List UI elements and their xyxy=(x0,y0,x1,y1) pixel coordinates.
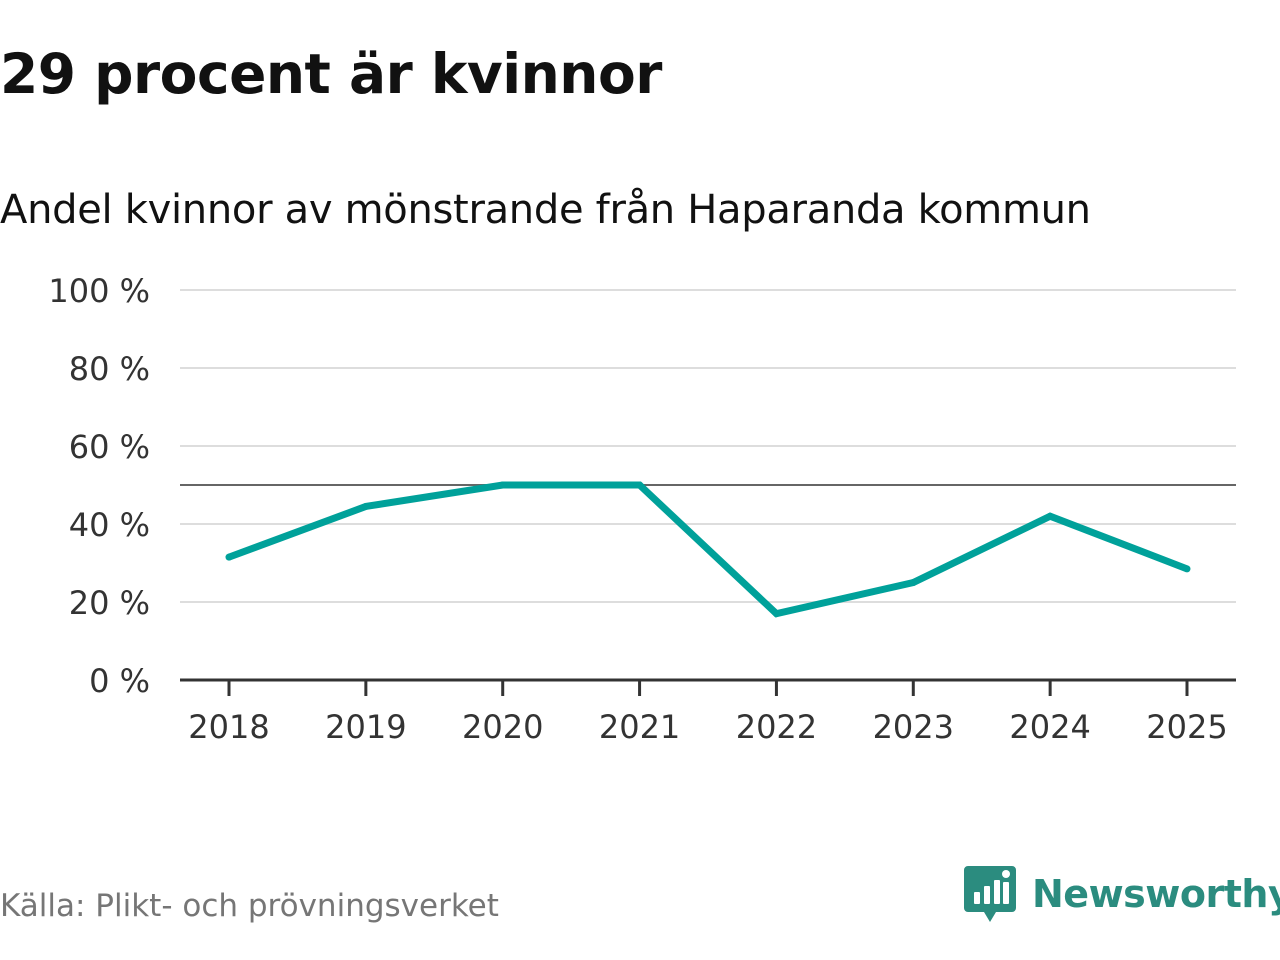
x-axis-labels: 2018 2019 2020 2021 2022 2023 2024 2025 xyxy=(188,708,1227,746)
data-point xyxy=(225,553,233,561)
series-group xyxy=(225,481,1191,618)
brand-name: Newsworthy xyxy=(1032,872,1280,916)
data-point xyxy=(1046,512,1054,520)
x-tick-label: 2018 xyxy=(188,708,269,746)
x-tick-label: 2025 xyxy=(1146,708,1227,746)
newsworthy-logo-icon xyxy=(964,866,1016,922)
y-tick-label: 0 % xyxy=(89,662,150,700)
brand[interactable]: Newsworthy xyxy=(962,862,1280,926)
y-axis-labels: 0 % 20 % 40 % 60 % 80 % 100 % xyxy=(48,272,150,700)
x-tick-label: 2020 xyxy=(462,708,543,746)
source-note: Källa: Plikt- och prövningsverket xyxy=(0,888,499,924)
x-tick-label: 2022 xyxy=(736,708,817,746)
x-axis xyxy=(180,678,1236,696)
data-point xyxy=(909,579,917,586)
grid-lines xyxy=(180,289,1236,603)
x-tick-label: 2019 xyxy=(325,708,406,746)
x-tick-label: 2021 xyxy=(599,708,680,746)
data-point xyxy=(636,481,644,489)
y-tick-label: 40 % xyxy=(69,506,150,544)
x-tick-label: 2023 xyxy=(873,708,954,746)
y-tick-label: 80 % xyxy=(69,350,150,388)
chart-subtitle: Andel kvinnor av mönstrande från Haparan… xyxy=(0,187,1091,233)
series-line xyxy=(227,481,1189,618)
y-tick-label: 60 % xyxy=(69,428,150,466)
y-tick-label: 20 % xyxy=(69,584,150,622)
chart-title: 29 procent är kvinnor xyxy=(0,42,662,106)
data-point xyxy=(362,502,370,510)
y-tick-label: 100 % xyxy=(48,272,150,310)
data-point xyxy=(772,610,780,618)
data-point xyxy=(1183,565,1191,573)
x-tick-label: 2024 xyxy=(1009,708,1090,746)
data-point xyxy=(499,481,507,489)
